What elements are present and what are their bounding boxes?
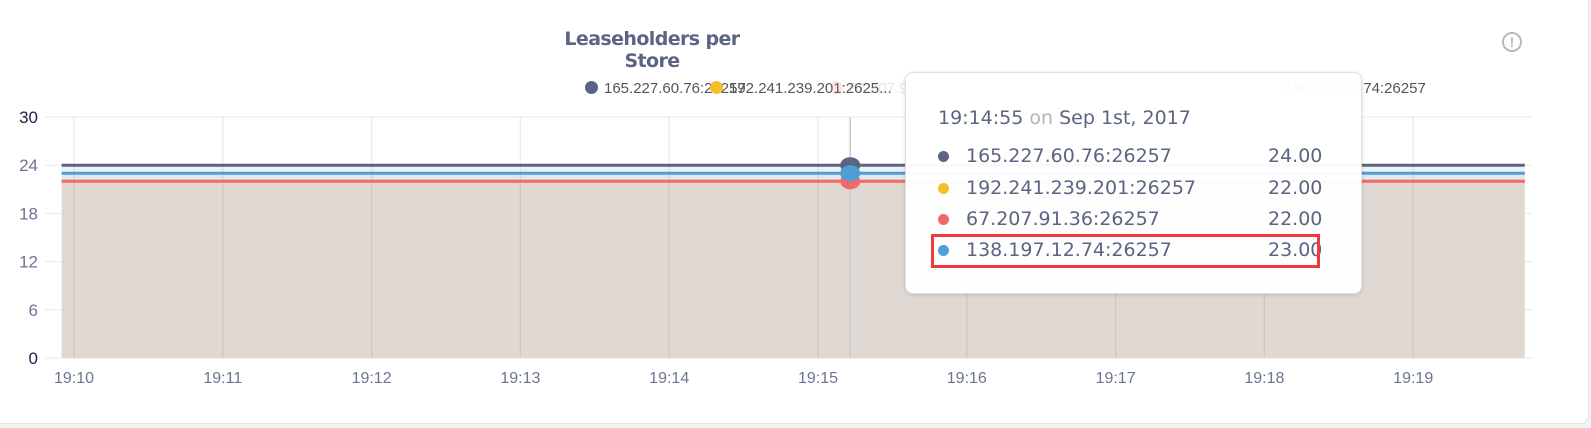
y-tick-label: 6 bbox=[29, 301, 38, 320]
x-tick-label: 19:11 bbox=[203, 370, 242, 387]
x-tick-label: 19:12 bbox=[352, 370, 392, 387]
x-tick-label: 19:15 bbox=[798, 370, 838, 387]
area-fill-blue bbox=[61, 173, 1525, 182]
tooltip-series-name: 67.207.91.36:26257 bbox=[966, 208, 1160, 230]
series-dot bbox=[938, 214, 949, 225]
x-tick-label: 19:17 bbox=[1096, 370, 1136, 387]
legend-dot bbox=[710, 81, 723, 94]
y-tick-label: 24 bbox=[19, 156, 38, 175]
x-tick-label: 19:10 bbox=[54, 370, 94, 387]
x-tick-label: 19:14 bbox=[649, 370, 689, 387]
legend-label: 192.241.239.201:2625... bbox=[729, 80, 892, 97]
tooltip-value: 23.00 bbox=[1268, 239, 1323, 261]
tooltip-value: 22.00 bbox=[1268, 208, 1323, 230]
tooltip-row: 192.241.239.201:26257 22.00 bbox=[938, 173, 1322, 203]
y-tick-label: 18 bbox=[19, 204, 38, 223]
x-tick-label: 19:18 bbox=[1244, 370, 1284, 387]
tooltip-series-name: 165.227.60.76:26257 bbox=[966, 145, 1172, 167]
y-tick-label: 12 bbox=[19, 253, 38, 272]
y-tick-label: 30 bbox=[19, 108, 38, 127]
tooltip: 19:14:55 on Sep 1st, 2017 165.227.60.76:… bbox=[905, 72, 1362, 294]
legend-dot bbox=[830, 81, 843, 94]
series-dot bbox=[938, 245, 949, 256]
chart-title: Leaseholders per Store bbox=[564, 28, 740, 72]
tooltip-header: 19:14:55 on Sep 1st, 2017 bbox=[938, 107, 1191, 129]
highlight-box bbox=[931, 234, 1320, 268]
tooltip-time: 19:14:55 bbox=[938, 107, 1024, 129]
alert-circle-icon[interactable]: ! bbox=[1502, 32, 1522, 52]
tooltip-on: on bbox=[1029, 107, 1054, 129]
x-tick-label: 19:13 bbox=[500, 370, 540, 387]
tooltip-row: 67.207.91.36:26257 22.00 bbox=[938, 204, 1322, 234]
legend-dot bbox=[585, 81, 598, 94]
tooltip-series-name: 192.241.239.201:26257 bbox=[966, 177, 1197, 199]
tooltip-series-name: 138.197.12.74:26257 bbox=[966, 239, 1172, 261]
tooltip-row: 138.197.12.74:26257 23.00 bbox=[938, 235, 1322, 265]
y-tick-label: 0 bbox=[29, 349, 38, 368]
hover-marker bbox=[840, 165, 861, 182]
tooltip-value: 22.00 bbox=[1268, 177, 1323, 199]
legend-item[interactable]: 192.241.239.201:2625... bbox=[710, 80, 892, 97]
x-tick-label: 19:19 bbox=[1393, 370, 1433, 387]
area-fill-top bbox=[61, 165, 1525, 174]
tooltip-row: 165.227.60.76:26257 24.00 bbox=[938, 141, 1322, 171]
series-dot bbox=[938, 183, 949, 194]
tooltip-date: Sep 1st, 2017 bbox=[1059, 107, 1191, 129]
x-tick-label: 19:16 bbox=[947, 370, 987, 387]
series-dot bbox=[938, 151, 949, 162]
tooltip-value: 24.00 bbox=[1268, 145, 1323, 167]
